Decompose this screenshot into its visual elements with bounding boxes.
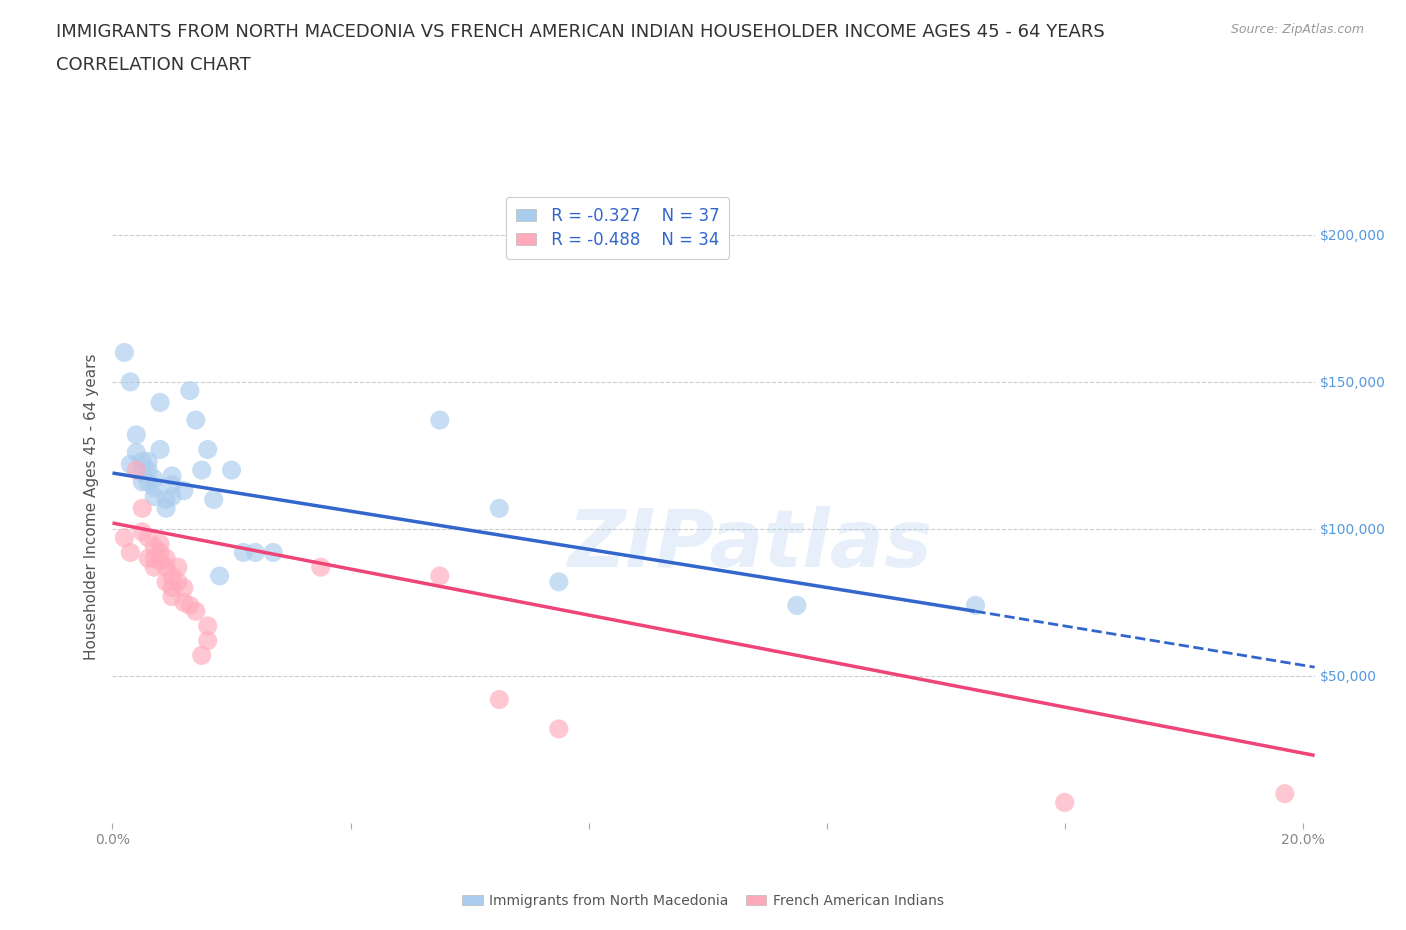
Text: IMMIGRANTS FROM NORTH MACEDONIA VS FRENCH AMERICAN INDIAN HOUSEHOLDER INCOME AGE: IMMIGRANTS FROM NORTH MACEDONIA VS FRENC… xyxy=(56,23,1105,41)
Point xyxy=(245,545,267,560)
Point xyxy=(160,589,183,604)
Point xyxy=(173,484,195,498)
Point xyxy=(149,537,172,551)
Point xyxy=(131,474,153,489)
Y-axis label: Householder Income Ages 45 - 64 years: Householder Income Ages 45 - 64 years xyxy=(84,353,100,660)
Point xyxy=(202,492,225,507)
Point xyxy=(184,604,207,618)
Point xyxy=(160,469,183,484)
Point xyxy=(149,395,172,410)
Point xyxy=(143,539,166,554)
Point xyxy=(208,568,231,583)
Point xyxy=(167,575,190,590)
Point xyxy=(179,383,201,398)
Point xyxy=(197,618,219,633)
Point xyxy=(488,501,510,516)
Point xyxy=(131,454,153,469)
Point xyxy=(262,545,284,560)
Point xyxy=(160,580,183,595)
Point xyxy=(136,530,159,545)
Point xyxy=(197,442,219,457)
Point xyxy=(429,413,451,428)
Legend: Immigrants from North Macedonia, French American Indians: Immigrants from North Macedonia, French … xyxy=(456,889,950,914)
Point xyxy=(429,568,451,583)
Text: Source: ZipAtlas.com: Source: ZipAtlas.com xyxy=(1230,23,1364,36)
Legend:  R = -0.327    N = 37,  R = -0.488    N = 34: R = -0.327 N = 37, R = -0.488 N = 34 xyxy=(506,197,730,259)
Point xyxy=(125,428,148,443)
Point xyxy=(155,551,177,565)
Point xyxy=(149,442,172,457)
Point xyxy=(965,598,987,613)
Point xyxy=(131,466,153,481)
Point xyxy=(125,462,148,477)
Point xyxy=(143,480,166,495)
Point xyxy=(149,545,172,560)
Text: CORRELATION CHART: CORRELATION CHART xyxy=(56,56,252,73)
Point xyxy=(488,692,510,707)
Point xyxy=(136,462,159,477)
Point xyxy=(173,595,195,610)
Point xyxy=(120,457,142,472)
Point xyxy=(786,598,808,613)
Point xyxy=(160,568,183,583)
Point xyxy=(143,472,166,486)
Point xyxy=(136,454,159,469)
Point xyxy=(120,375,142,390)
Point xyxy=(136,551,159,565)
Point xyxy=(1274,786,1296,801)
Text: ZIPatlas: ZIPatlas xyxy=(567,506,932,584)
Point xyxy=(232,545,254,560)
Point xyxy=(184,413,207,428)
Point xyxy=(190,462,212,477)
Point xyxy=(112,345,135,360)
Point xyxy=(131,501,153,516)
Point xyxy=(155,560,177,575)
Point xyxy=(149,554,172,569)
Point xyxy=(197,633,219,648)
Point xyxy=(1053,795,1076,810)
Point xyxy=(547,575,569,590)
Point xyxy=(179,598,201,613)
Point xyxy=(190,648,212,663)
Point xyxy=(155,492,177,507)
Point xyxy=(221,462,243,477)
Point xyxy=(136,474,159,489)
Point xyxy=(155,575,177,590)
Point xyxy=(167,560,190,575)
Point xyxy=(131,525,153,539)
Point xyxy=(143,560,166,575)
Point xyxy=(160,489,183,504)
Point xyxy=(547,722,569,737)
Point xyxy=(155,501,177,516)
Point xyxy=(112,530,135,545)
Point xyxy=(143,489,166,504)
Point xyxy=(120,545,142,560)
Point xyxy=(173,580,195,595)
Point xyxy=(309,560,332,575)
Point xyxy=(125,445,148,459)
Point xyxy=(143,551,166,565)
Point xyxy=(160,477,183,492)
